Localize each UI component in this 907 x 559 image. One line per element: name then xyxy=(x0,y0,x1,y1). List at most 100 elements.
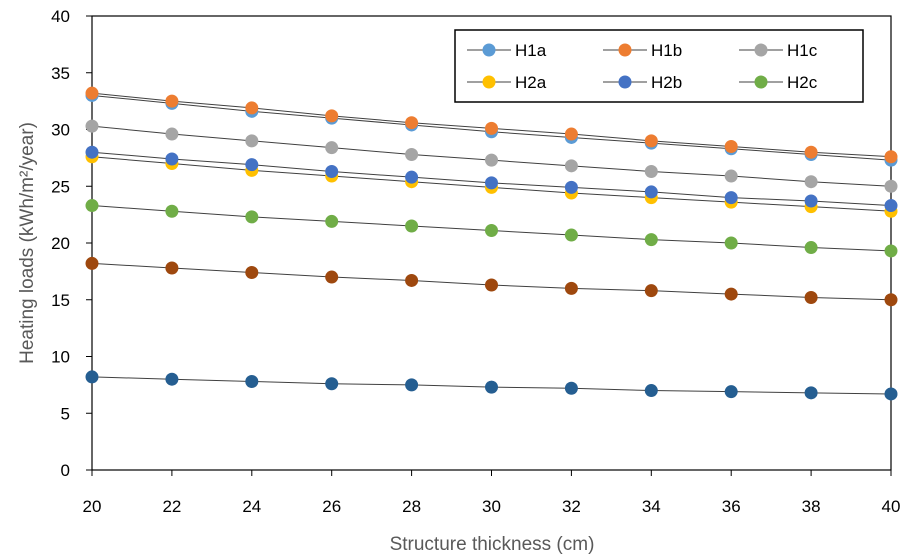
data-point-h2c xyxy=(165,204,179,218)
data-point-h2c xyxy=(325,214,339,228)
data-point-h1b xyxy=(85,86,99,100)
data-point-series-8 xyxy=(85,370,99,384)
data-point-h2c xyxy=(245,210,259,224)
data-point-h1c xyxy=(165,127,179,141)
data-points xyxy=(85,86,898,401)
data-point-h2c xyxy=(485,224,498,238)
data-point-h2c xyxy=(644,233,658,247)
x-tick-label: 30 xyxy=(482,497,501,516)
data-point-h2c xyxy=(804,241,818,255)
data-point-h2b xyxy=(564,180,578,194)
data-point-h2b xyxy=(165,152,179,166)
data-point-h1b xyxy=(644,134,658,148)
data-point-series-8 xyxy=(804,386,818,400)
data-point-series-7 xyxy=(405,273,419,287)
y-axis-title: Heating loads (kWh/m²/year) xyxy=(17,122,38,364)
x-tick-label: 24 xyxy=(242,497,261,516)
y-tick-label: 25 xyxy=(51,177,70,196)
data-point-series-8 xyxy=(245,374,259,388)
legend-marker-h2b xyxy=(618,75,632,89)
legend-marker-h2a xyxy=(482,75,496,89)
y-tick-label: 20 xyxy=(51,234,70,253)
data-point-series-7 xyxy=(165,261,179,275)
data-point-h1b xyxy=(165,94,179,108)
data-point-h2b xyxy=(485,176,498,190)
data-point-h1c xyxy=(884,179,898,193)
tick-labels: 0 5 10 15 20 25 30 35 40 20 22 24 26 28 30 32 34 36 38 40 xyxy=(51,7,900,516)
data-point-h2b xyxy=(644,185,658,199)
data-point-h2b xyxy=(804,194,818,208)
x-tick-label: 28 xyxy=(402,497,421,516)
data-point-h1b xyxy=(724,140,738,154)
legend-label-h1c: H1c xyxy=(787,41,818,60)
x-tick-label: 22 xyxy=(162,497,181,516)
y-tick-label: 35 xyxy=(51,64,70,83)
legend-marker-h2c xyxy=(754,75,768,89)
data-point-h1c xyxy=(724,169,738,183)
legend-label-h2c: H2c xyxy=(787,73,818,92)
data-point-series-8 xyxy=(405,378,419,392)
axes xyxy=(86,15,892,476)
data-point-h1c xyxy=(804,175,818,189)
data-point-series-8 xyxy=(325,377,339,391)
x-tick-label: 26 xyxy=(322,497,341,516)
x-tick-label: 34 xyxy=(642,497,661,516)
y-tick-label: 5 xyxy=(61,404,70,423)
data-point-h1c xyxy=(85,119,99,133)
data-point-h2b xyxy=(85,145,99,159)
x-tick-label: 38 xyxy=(802,497,821,516)
legend-label-h1b: H1b xyxy=(651,41,682,60)
data-point-h1c xyxy=(644,164,658,178)
data-point-h1b xyxy=(245,101,259,115)
legend-box xyxy=(454,29,864,103)
data-point-series-7 xyxy=(245,266,259,280)
y-tick-label: 15 xyxy=(51,291,70,310)
y-tick-label: 0 xyxy=(61,461,70,480)
data-point-h1c xyxy=(325,141,339,155)
legend-label-h2b: H2b xyxy=(651,73,682,92)
data-point-series-8 xyxy=(644,384,658,398)
data-point-h2c xyxy=(564,228,578,242)
data-point-h2b xyxy=(405,170,419,184)
data-point-series-8 xyxy=(884,387,898,401)
data-point-series-7 xyxy=(85,256,99,270)
legend-label-h2a: H2a xyxy=(515,73,547,92)
data-point-series-7 xyxy=(325,270,339,284)
legend-marker-h1c xyxy=(754,43,768,57)
legend-marker-h1b xyxy=(618,43,632,57)
x-tick-label: 32 xyxy=(562,497,581,516)
data-point-h2c xyxy=(85,199,99,213)
data-point-h2b xyxy=(884,199,898,213)
data-point-h1b xyxy=(485,121,498,135)
data-point-series-8 xyxy=(485,380,498,394)
data-point-h1b xyxy=(804,145,818,159)
data-point-series-7 xyxy=(724,287,738,301)
data-point-series-7 xyxy=(804,290,818,304)
data-point-h2c xyxy=(405,219,419,233)
data-point-h2b xyxy=(325,164,339,178)
data-point-series-7 xyxy=(644,284,658,298)
data-point-h1c xyxy=(564,159,578,173)
legend: H1a H1b H1c H2a H2b H2c xyxy=(454,29,864,103)
x-axis-title: Structure thickness (cm) xyxy=(390,534,595,555)
x-tick-label: 36 xyxy=(722,497,741,516)
legend-marker-h1a xyxy=(482,43,496,57)
data-point-series-8 xyxy=(165,372,179,386)
series-lines xyxy=(91,92,892,395)
data-point-h2b xyxy=(245,158,259,172)
data-point-h1b xyxy=(884,150,898,164)
data-point-series-7 xyxy=(884,293,898,307)
data-point-series-7 xyxy=(485,278,498,292)
y-tick-label: 10 xyxy=(51,348,70,367)
data-point-h2b xyxy=(724,191,738,205)
data-point-h1b xyxy=(325,109,339,123)
y-tick-label: 40 xyxy=(51,7,70,26)
data-point-h1c xyxy=(405,147,419,161)
data-point-h1b xyxy=(405,116,419,130)
data-point-series-8 xyxy=(564,381,578,395)
y-tick-label: 30 xyxy=(51,121,70,140)
data-point-series-8 xyxy=(724,385,738,399)
data-point-h1b xyxy=(564,127,578,141)
